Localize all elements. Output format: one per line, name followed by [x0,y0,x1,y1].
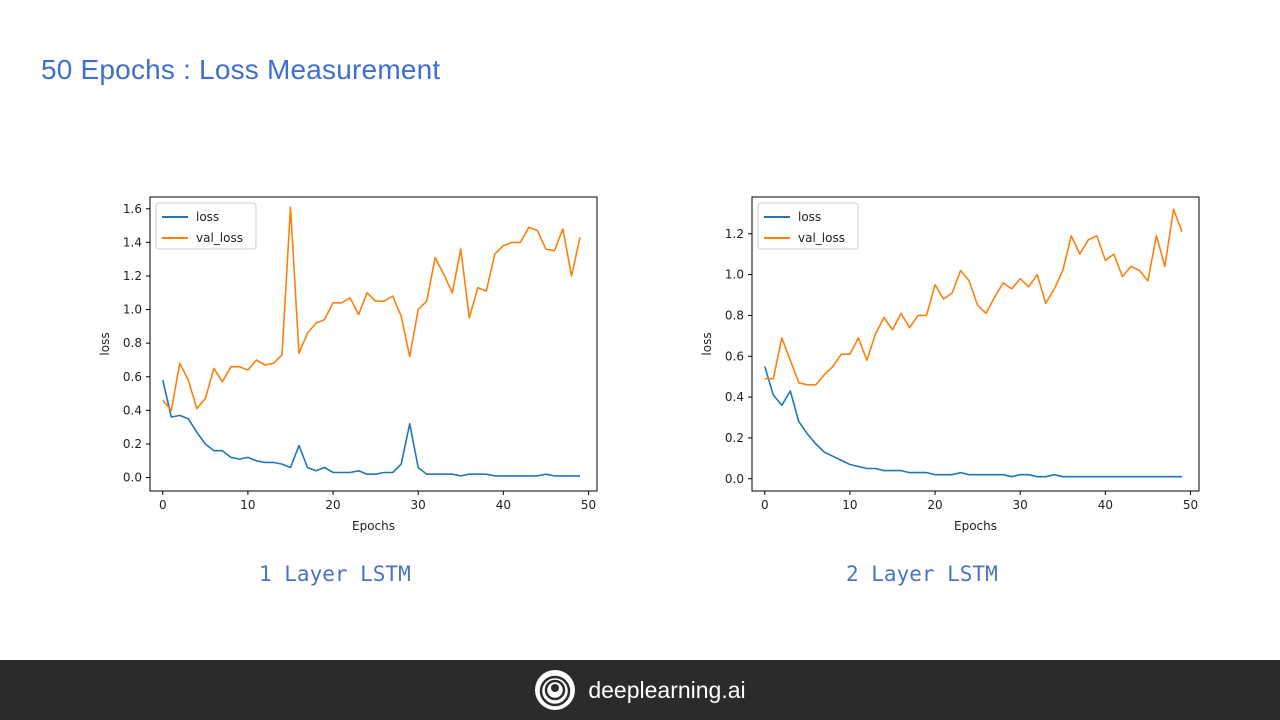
y-tick-label: 0.6 [123,370,142,384]
caption-1-layer-lstm: 1 Layer LSTM [259,562,411,586]
x-tick-label: 40 [1098,498,1113,512]
y-tick-label: 0.6 [725,349,744,363]
x-tick-label: 0 [761,498,769,512]
y-tick-label: 1.2 [123,269,142,283]
x-tick-label: 30 [411,498,426,512]
y-tick-label: 1.0 [123,303,142,317]
y-axis-label: loss [700,332,714,355]
x-tick-label: 20 [325,498,340,512]
chart-2-layer-lstm: 0 10 20 30 40 50 0.0 0.2 0.4 0.6 0.8 1.0 1.2 Epochs lo… [697,185,1207,535]
chart-1-layer-lstm-svg: 0 10 20 30 40 50 0.0 0.2 0.4 0.6 0.8 1.0 1.2 1.4 1.6 Ep… [98,196,598,533]
series-line-val-loss [764,208,1183,386]
legend: loss val_loss [757,202,859,250]
legend-entry-loss: loss [798,210,821,224]
chart-1-layer-lstm: 0 10 20 30 40 50 0.0 0.2 0.4 0.6 0.8 1.0 1.2 1.4 1.6 Ep… [95,185,605,535]
y-tick-label: 0.0 [123,471,142,485]
y-tick-label: 1.4 [123,235,142,249]
slide-title: 50 Epochs : Loss Measurement [41,54,441,85]
x-axis-label: Epochs [954,519,997,533]
x-tick-label: 40 [496,498,511,512]
x-tick-label: 30 [1013,498,1028,512]
y-tick-label: 0.4 [725,390,744,404]
series-line-loss [162,379,580,477]
y-tick-label: 0.2 [123,437,142,451]
footer-bar: deeplearning.ai [0,660,1280,720]
x-tick-label: 20 [927,498,942,512]
legend-entry-val-loss: val_loss [798,231,845,245]
y-tick-label: 1.0 [725,268,744,282]
legend-entry-loss: loss [196,210,219,224]
y-tick-label: 0.8 [123,336,142,350]
x-axis-label: Epochs [352,519,395,533]
x-tick-label: 50 [1183,498,1198,512]
legend: loss val_loss [155,202,257,250]
legend-entry-val-loss: val_loss [196,231,243,245]
series-line-val-loss [162,206,581,412]
y-tick-label: 0.4 [123,403,142,417]
caption-2-layer-lstm: 2 Layer LSTM [846,562,998,586]
series-line-loss [764,366,1182,478]
chart-2-layer-lstm-svg: 0 10 20 30 40 50 0.0 0.2 0.4 0.6 0.8 1.0 1.2 Epochs lo… [700,196,1200,533]
deeplearning-logo-icon [535,670,576,710]
x-tick-label: 0 [159,498,167,512]
y-tick-label: 0.8 [725,308,744,322]
x-tick-label: 10 [842,498,857,512]
y-tick-label: 1.6 [123,202,142,216]
y-tick-label: 1.2 [725,227,744,241]
brand-name: deeplearning.ai [588,676,746,703]
x-tick-label: 50 [581,498,596,512]
y-axis-label: loss [98,332,112,355]
y-tick-label: 0.0 [725,472,744,486]
x-tick-label: 10 [240,498,255,512]
y-tick-label: 0.2 [725,431,744,445]
